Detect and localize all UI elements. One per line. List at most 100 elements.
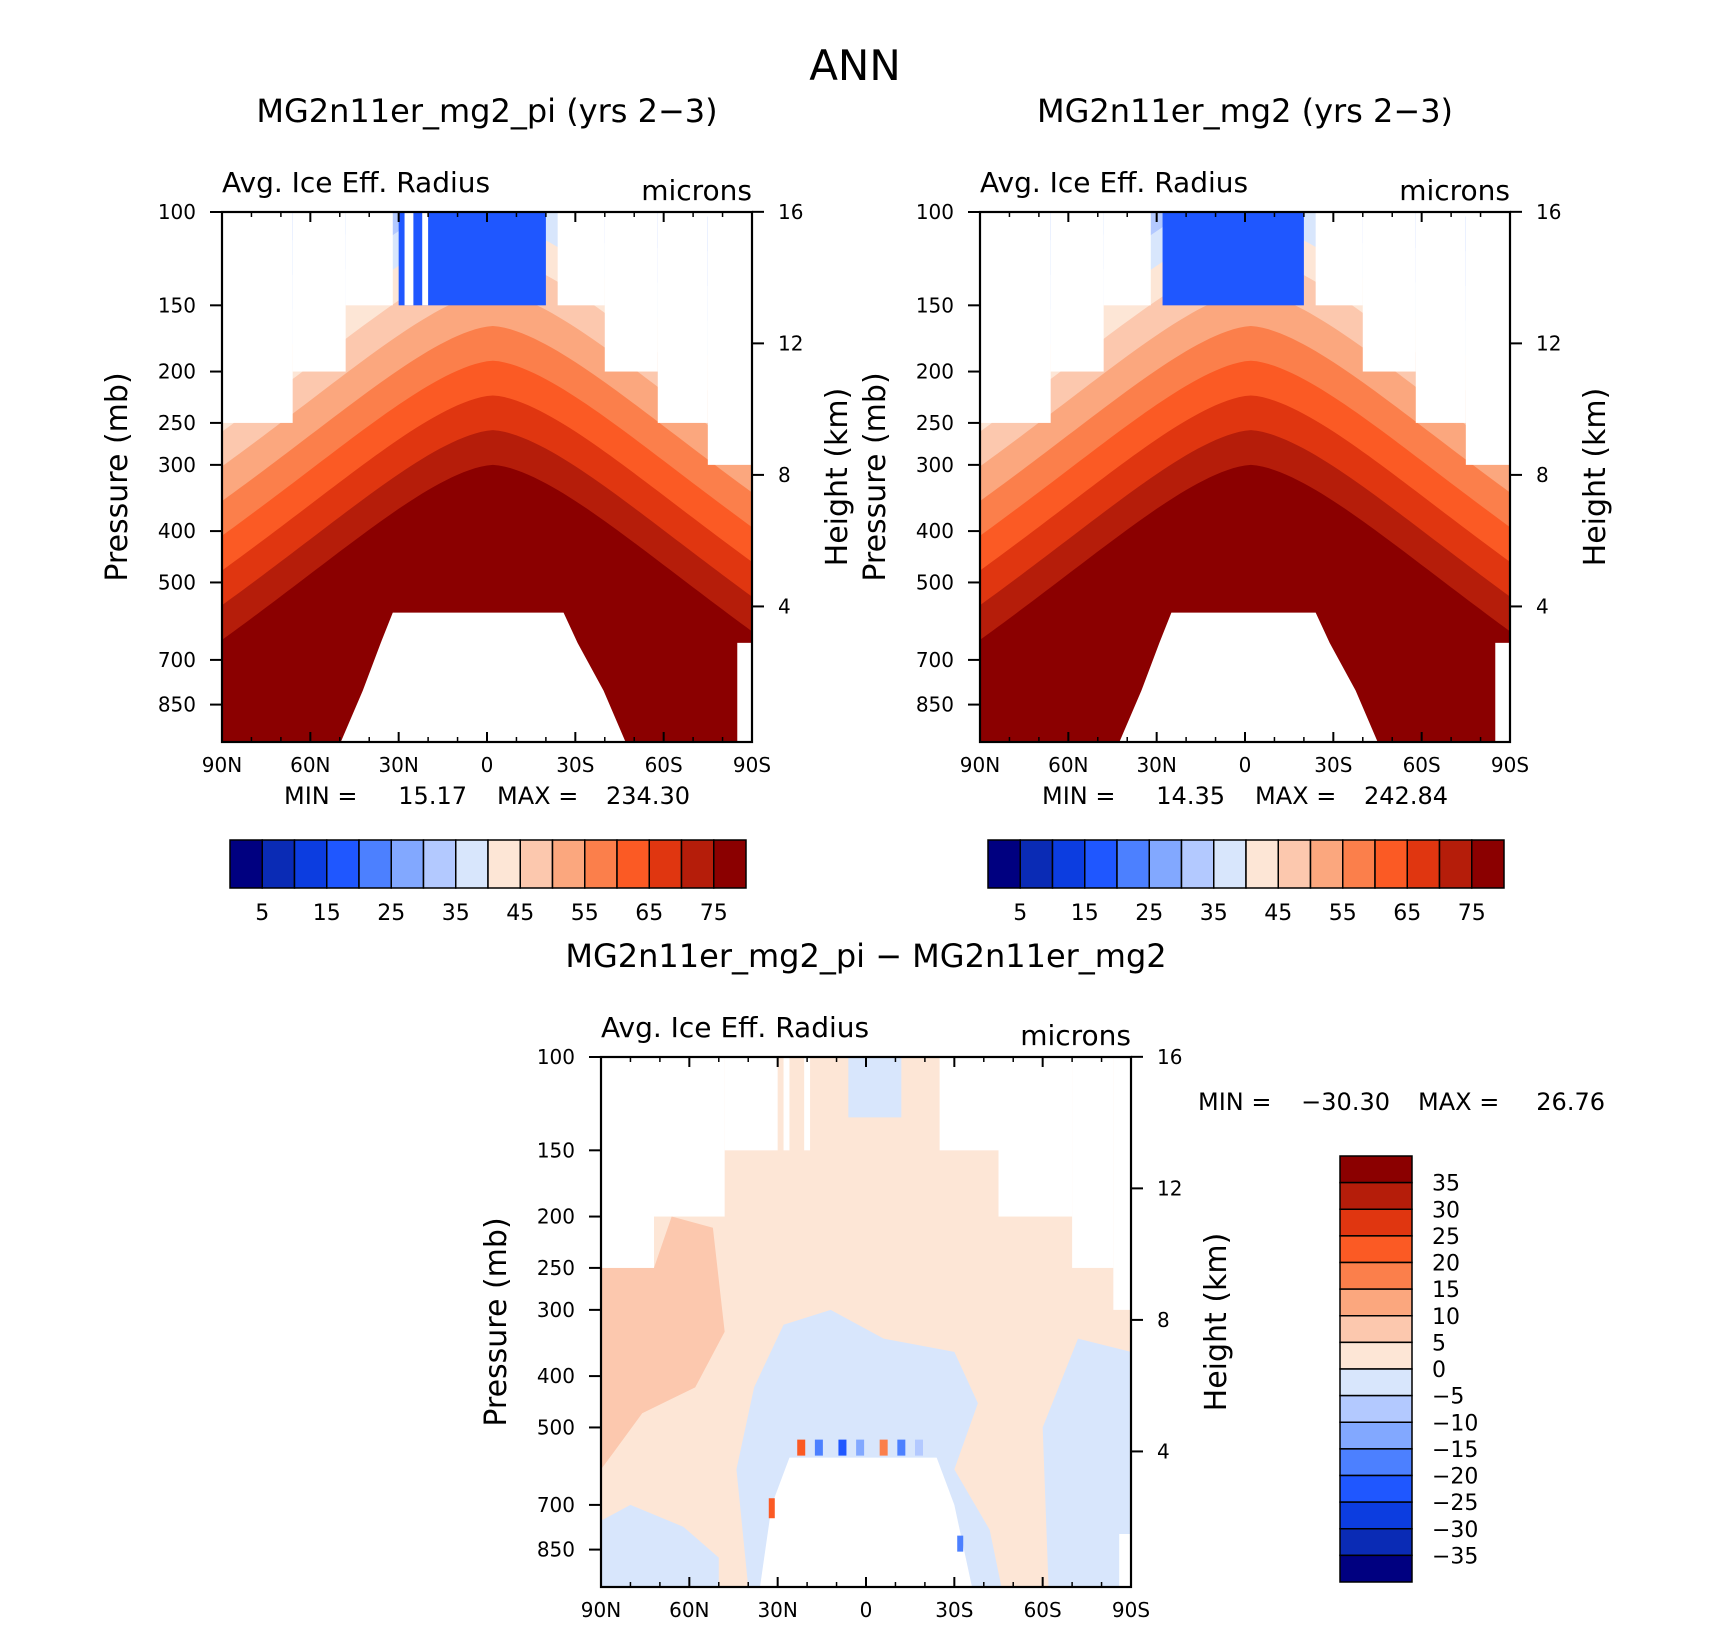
top-strip <box>398 212 546 306</box>
colorbar-box <box>987 839 1021 889</box>
max-value: 234.30 <box>606 782 690 810</box>
missing-region <box>804 1057 811 1151</box>
y-tick-label: 100 <box>537 1045 575 1069</box>
top-strip <box>848 1057 902 1118</box>
colorbar-label: 30 <box>1432 1198 1460 1223</box>
y2-axis-label: Height (km) <box>820 388 855 567</box>
panel-title: MG2n11er_mg2_pi (yrs 2−3) <box>256 92 717 130</box>
missing-region <box>998 1057 1073 1217</box>
y-tick-label: 300 <box>158 453 196 477</box>
colorbar-label: −25 <box>1432 1491 1478 1516</box>
noise-spot <box>915 1439 923 1456</box>
panel-panel2: 90N 60N 30N 0 30S 60S 90S 100 150 200 250 300 400 500… <box>858 92 1613 926</box>
y-tick-label: 850 <box>916 693 954 717</box>
max-label: MAX = <box>1255 782 1336 810</box>
colorbar-box <box>1051 839 1086 889</box>
x-tick-label: 60N <box>290 753 330 777</box>
colorbar-label: −10 <box>1432 1411 1478 1436</box>
surface-mask <box>340 612 626 742</box>
field <box>980 212 1510 742</box>
missing-region <box>1315 212 1363 306</box>
colorbar-box <box>1213 839 1247 889</box>
field-name-label: Avg. Ice Eff. Radius <box>601 1011 869 1044</box>
y-tick-label: 400 <box>537 1364 575 1388</box>
colorbar-box <box>1277 839 1312 889</box>
x-tick-label: 90N <box>960 753 1000 777</box>
noise-spot <box>797 1439 806 1456</box>
contour-band <box>980 464 1510 742</box>
y-tick-label: 200 <box>537 1205 575 1229</box>
y-tick-label: 100 <box>916 200 954 224</box>
colorbar-box <box>1339 1235 1413 1264</box>
units-label: microns <box>1020 1019 1131 1052</box>
min-label: MIN = <box>1198 1088 1271 1116</box>
colorbar-box <box>1339 1474 1413 1503</box>
colorbar-label: 75 <box>700 901 728 926</box>
colorbar-box <box>1339 1554 1413 1583</box>
max-label: MAX = <box>1418 1088 1499 1116</box>
noise-spot <box>856 1439 865 1456</box>
colorbar-box <box>229 839 263 889</box>
colorbar-box <box>1116 839 1150 889</box>
y-tick-label: 150 <box>916 293 954 317</box>
field <box>222 212 752 742</box>
top-strip <box>1162 212 1304 306</box>
colorbar-label: 25 <box>1135 901 1163 926</box>
colorbar-box <box>648 839 683 889</box>
surface-mask <box>1119 612 1378 742</box>
gap-region <box>404 212 414 306</box>
colorbar-label: 35 <box>1200 901 1228 926</box>
y-tick-label: 850 <box>158 693 196 717</box>
y-tick-label: 300 <box>916 453 954 477</box>
min-value: 14.35 <box>1156 782 1225 810</box>
x-tick-label: 60S <box>1403 753 1441 777</box>
colorbar-box <box>1180 839 1215 889</box>
noise-spot <box>838 1439 847 1456</box>
x-tick-label: 0 <box>860 1598 873 1622</box>
colorbar-label: 75 <box>1458 901 1486 926</box>
y2-tick-label: 12 <box>778 331 803 355</box>
missing-region <box>1119 1534 1131 1587</box>
colorbar-box <box>616 839 650 889</box>
x-tick-label: 30N <box>757 1598 797 1622</box>
y2-axis-label: Height (km) <box>1578 388 1613 567</box>
surface-mask <box>760 1457 972 1587</box>
colorbar-box <box>1339 1501 1413 1530</box>
missing-region <box>1050 212 1104 372</box>
colorbar-box <box>1438 839 1473 889</box>
field-name-label: Avg. Ice Eff. Radius <box>222 166 490 199</box>
noise-spot <box>814 1439 823 1456</box>
missing-region <box>654 1057 725 1217</box>
colorbar-box <box>1339 1394 1413 1423</box>
min-label: MIN = <box>1042 782 1115 810</box>
x-tick-label: 30N <box>378 753 418 777</box>
colorbar-box <box>261 839 296 889</box>
y-tick-label: 500 <box>537 1415 575 1439</box>
field <box>601 1057 1131 1587</box>
colorbar-box <box>1019 839 1054 889</box>
y2-tick-label: 16 <box>1157 1045 1182 1069</box>
x-tick-label: 60N <box>1048 753 1088 777</box>
panel-title: MG2n11er_mg2_pi − MG2n11er_mg2 <box>565 937 1166 975</box>
noise-spot <box>879 1439 888 1456</box>
field-name-label: Avg. Ice Eff. Radius <box>980 166 1248 199</box>
y-tick-label: 700 <box>537 1493 575 1517</box>
y2-tick-label: 4 <box>1157 1439 1170 1463</box>
missing-region <box>1362 212 1416 372</box>
x-tick-label: 60S <box>645 753 683 777</box>
y2-tick-label: 4 <box>778 594 791 618</box>
y-tick-label: 100 <box>158 200 196 224</box>
colorbar-label: 35 <box>1432 1172 1460 1197</box>
y-tick-label: 250 <box>158 411 196 435</box>
y-tick-label: 150 <box>158 293 196 317</box>
x-tick-label: 90S <box>733 753 771 777</box>
y-tick-label: 500 <box>916 570 954 594</box>
x-tick-label: 30S <box>1314 753 1352 777</box>
colorbar-box <box>1471 839 1505 889</box>
y-tick-label: 850 <box>537 1538 575 1562</box>
missing-region <box>1103 212 1151 306</box>
colorbar-label: 15 <box>313 901 341 926</box>
colorbar-box <box>1339 1341 1413 1370</box>
y2-tick-label: 12 <box>1536 331 1561 355</box>
